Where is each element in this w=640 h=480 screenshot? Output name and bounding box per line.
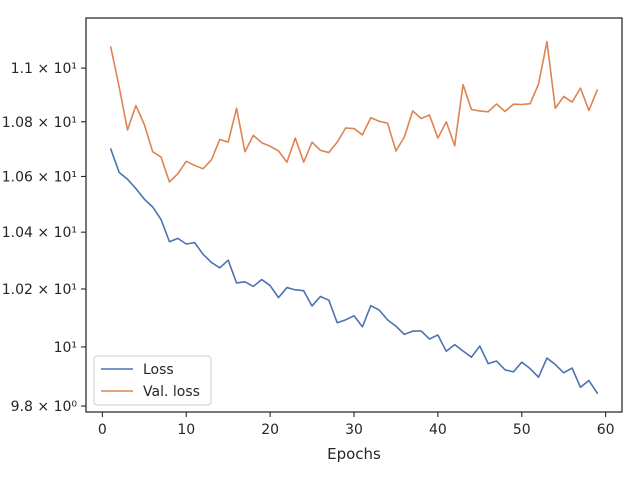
x-axis-ticks: 0 10 20 30 40 50 60 xyxy=(98,412,615,438)
series-line-loss xyxy=(109,148,599,395)
legend: Loss Val. loss xyxy=(93,355,212,406)
legend-label-val-loss: Val. loss xyxy=(143,384,200,400)
x-tick-label: 10 xyxy=(177,422,195,438)
x-tick-label: 20 xyxy=(261,422,279,438)
series-lines xyxy=(109,40,599,395)
y-axis-ticks: 9.8 × 10⁰ 10¹ 1.02 × 10¹ 1.04 × 10¹ 1.06 × 1… xyxy=(2,61,86,415)
x-tick-label: 30 xyxy=(345,422,363,438)
series-line-val-loss xyxy=(109,40,599,183)
x-axis-label: Epochs xyxy=(327,445,381,463)
y-tick-label: 9.8 × 10⁰ xyxy=(11,399,78,415)
plot-background xyxy=(86,18,622,412)
x-tick-label: 60 xyxy=(597,422,615,438)
y-tick-label: 1.08 × 10¹ xyxy=(2,115,77,131)
x-tick-label: 0 xyxy=(98,422,107,438)
legend-label-loss: Loss xyxy=(143,362,174,378)
y-tick-label: 1.02 × 10¹ xyxy=(2,282,77,298)
y-tick-label: 1.1 × 10¹ xyxy=(11,61,77,77)
x-tick-label: 50 xyxy=(513,422,531,438)
y-tick-label: 10¹ xyxy=(54,340,77,356)
x-tick-label: 40 xyxy=(429,422,447,438)
y-tick-label: 1.06 × 10¹ xyxy=(2,169,77,185)
y-tick-label: 1.04 × 10¹ xyxy=(2,225,77,241)
